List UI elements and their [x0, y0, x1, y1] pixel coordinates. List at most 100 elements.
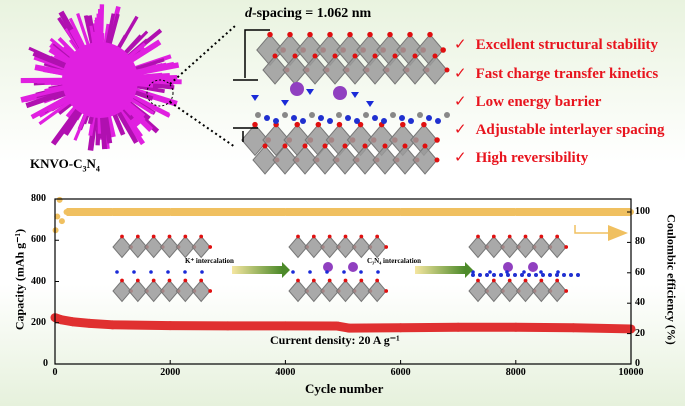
c3n4-atom	[576, 273, 580, 277]
oxygen-atom	[311, 278, 316, 283]
step1-arrow	[232, 266, 282, 274]
oxygen-atom	[352, 53, 358, 59]
oxygen-atom	[327, 234, 332, 239]
c3n4-atom	[327, 118, 333, 124]
x-tick-label: 10000	[618, 367, 644, 378]
data-segment	[112, 320, 171, 331]
oxygen-atom	[262, 143, 268, 149]
cycling-chart	[50, 196, 636, 365]
d-spacing-bracket	[233, 29, 270, 142]
nh4-ion	[251, 95, 259, 101]
oxygen-atom	[296, 278, 300, 283]
nh4-ion	[132, 270, 136, 274]
oxygen-atom	[440, 47, 446, 53]
c3n4-atom	[562, 273, 566, 277]
potassium-ion	[528, 262, 538, 272]
data-point	[397, 209, 404, 215]
c3n4-atom	[345, 115, 351, 121]
advantage-item: ✓ Excellent structural stability	[454, 37, 659, 53]
y2-tick-label: 20	[635, 327, 645, 339]
nh4-ion	[539, 270, 543, 274]
vo-octahedron	[262, 123, 290, 157]
oxygen-atom	[421, 121, 427, 128]
data-point	[54, 213, 61, 220]
vo-octahedron	[531, 235, 551, 259]
vo-octahedron	[392, 145, 418, 175]
oxygen-atom	[392, 53, 398, 59]
y-tick-label: 0	[43, 358, 48, 369]
data-point	[67, 317, 77, 327]
y2-tick-label: 60	[635, 266, 645, 278]
nh4-ion	[306, 89, 314, 95]
nh4-ion	[505, 270, 509, 274]
oxygen-atom	[208, 289, 213, 293]
vo-octahedron	[128, 235, 148, 259]
c3n4-atom	[426, 115, 432, 121]
vo-octahedron	[402, 55, 428, 85]
data-point	[453, 322, 463, 332]
oxygen-atom	[332, 53, 338, 59]
x-tick-label: 6000	[390, 367, 411, 378]
nh4-ion	[325, 270, 329, 274]
oxygen-atom	[412, 53, 418, 59]
oxygen-atom	[267, 31, 273, 38]
x-tick-label: 4000	[275, 367, 296, 378]
efficiency-axis-arrow-head	[608, 225, 628, 241]
vo-octahedron	[484, 279, 504, 303]
c3n4-atom	[506, 273, 510, 277]
c3n4-atom	[291, 115, 297, 121]
vo-octahedron	[112, 279, 132, 303]
oxygen-atom	[327, 278, 332, 283]
nh4-ion	[556, 270, 560, 274]
y-axis-label: Capacity (mAh g⁻¹)	[12, 228, 27, 331]
oxygen-atom	[362, 143, 368, 149]
vo-octahedron	[515, 235, 536, 259]
vo-octahedron	[335, 279, 356, 303]
c3n4-atom	[485, 273, 489, 277]
oxygen-atom	[523, 234, 528, 239]
vo-octahedron	[144, 279, 164, 303]
x-tick-label: 2000	[160, 367, 181, 378]
zoom-line-bottom	[169, 101, 236, 148]
c3n4-atom	[478, 273, 482, 277]
vo-octahedron	[191, 279, 211, 303]
nh4-ion	[281, 100, 289, 106]
data-point	[165, 321, 175, 331]
c3n4-atom	[354, 118, 360, 124]
data-point	[332, 321, 342, 331]
nh4-ion	[183, 270, 187, 274]
c3n4-atom	[273, 118, 279, 124]
vo-octahedron	[367, 279, 387, 303]
nh4-ion	[308, 270, 312, 274]
oxygen-atom	[422, 143, 428, 149]
step2-arrow-head	[465, 262, 473, 278]
oxygen-atom	[555, 278, 560, 283]
vo-octahedron	[288, 279, 308, 303]
oxygen-atom	[282, 143, 288, 149]
crystal-structure-image	[241, 31, 450, 175]
c3n4-atom	[444, 112, 450, 118]
oxygen-atom	[359, 278, 364, 283]
y-tick-label: 200	[31, 316, 46, 328]
vo-octahedron	[515, 279, 536, 303]
oxygen-atom	[135, 234, 140, 239]
oxygen-atom	[296, 234, 300, 239]
y2-tick-label: 0	[635, 358, 640, 369]
oxygen-atom	[302, 143, 308, 149]
data-point	[223, 321, 233, 331]
oxygen-atom	[294, 121, 300, 128]
oxygen-atom	[384, 245, 389, 249]
oxygen-atom	[312, 53, 318, 59]
vo-octahedron	[304, 235, 324, 259]
step1-arrow-head	[282, 262, 290, 278]
data-point	[56, 315, 66, 325]
vo-octahedron	[144, 235, 164, 259]
chart-annotation: Current density: 20 A g⁻¹	[270, 333, 400, 347]
zoom-line-top	[169, 25, 236, 85]
oxygen-atom	[208, 245, 213, 249]
oxygen-atom	[539, 234, 544, 239]
c3n4-atom	[264, 115, 270, 121]
vo-octahedron	[312, 145, 338, 175]
data-point	[396, 323, 406, 333]
